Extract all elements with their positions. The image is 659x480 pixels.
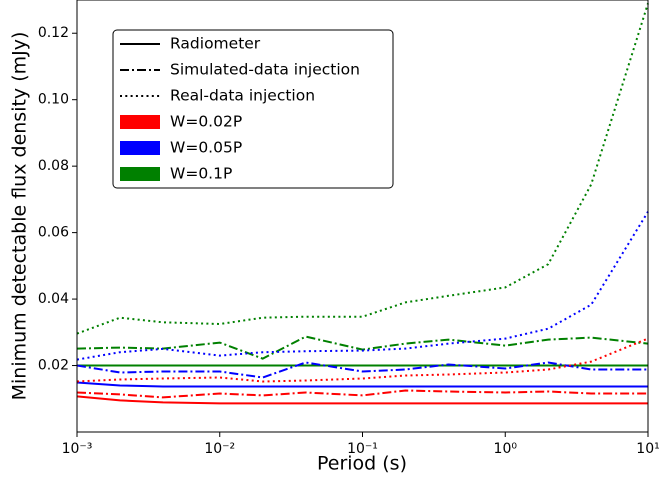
y-axis-label: Minimum detectable flux density (mJy) <box>9 32 31 401</box>
series-line <box>76 381 648 388</box>
y-tick-label: 0.10 <box>38 92 69 108</box>
legend-label: W=0.02P <box>170 113 242 131</box>
y-tick-label: 0.08 <box>38 158 69 174</box>
legend-box <box>112 29 394 189</box>
legend-swatch <box>120 115 160 129</box>
y-tick-label: 0.02 <box>38 358 69 374</box>
legend-label: W=0.05P <box>170 139 242 157</box>
series-line <box>76 395 648 405</box>
x-axis-label: Period (s) <box>317 453 407 475</box>
series-line <box>76 335 649 360</box>
series-line <box>76 211 649 361</box>
y-tick-label: 0.12 <box>38 25 69 41</box>
plot-frame <box>76 0 649 433</box>
x-tick-label: 10⁰ <box>494 441 518 457</box>
legend-label: Radiometer <box>170 35 261 53</box>
legend-label: Simulated-data injection <box>170 61 360 79</box>
y-tick-label: 0.04 <box>38 291 69 307</box>
legend-label: W=0.1P <box>170 165 232 183</box>
series-line <box>76 3 649 335</box>
x-tick-label: 10⁻¹ <box>347 441 378 457</box>
x-tick-label: 10⁻² <box>204 441 235 457</box>
legend: Radiometer Simulated-data injection Real-d… <box>112 29 394 189</box>
x-tick-label: 10⁻³ <box>62 441 93 457</box>
series-line <box>76 337 649 383</box>
legend-label: Real-data injection <box>170 87 315 105</box>
legend-swatch <box>120 167 160 181</box>
y-tick-label: 0.06 <box>38 225 69 241</box>
legend-swatch <box>120 141 160 155</box>
series-line <box>76 389 648 399</box>
series-line <box>76 361 648 379</box>
x-tick-label: 10¹ <box>636 441 659 457</box>
